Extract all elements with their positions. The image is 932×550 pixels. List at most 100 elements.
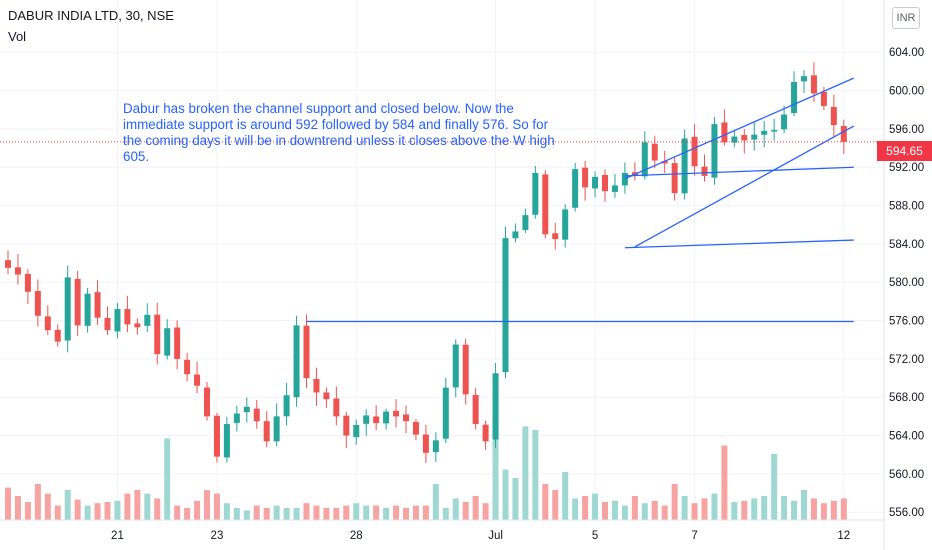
volume-bar	[721, 445, 728, 520]
volume-bar	[611, 500, 618, 520]
candle-body	[114, 309, 121, 332]
candle-body	[502, 238, 509, 373]
candle-body	[303, 325, 310, 379]
y-tick-label: 604.00	[889, 47, 924, 59]
y-tick-label: 596.00	[889, 124, 924, 136]
volume-bar	[94, 503, 101, 520]
candle-body	[761, 130, 768, 135]
volume-bar	[373, 505, 380, 520]
trendline-support-584	[624, 239, 854, 249]
candle-body	[482, 424, 489, 442]
candle-body	[273, 416, 280, 442]
volume-bar	[333, 508, 340, 520]
candle-body	[462, 344, 469, 395]
volume-bar	[293, 508, 300, 520]
y-tick-label: 592.00	[889, 162, 924, 174]
candle-body	[333, 398, 340, 417]
volume-bar	[243, 510, 250, 520]
y-tick-label: 568.00	[889, 392, 924, 404]
volume-bar	[273, 505, 280, 520]
volume-bar	[741, 500, 748, 520]
candle-body	[562, 209, 569, 240]
y-tick-label: 584.00	[889, 239, 924, 251]
candle-body	[24, 273, 31, 292]
candle-body	[641, 142, 648, 177]
candle-body	[293, 325, 300, 398]
candle-body	[74, 278, 81, 326]
volume-bar	[283, 508, 290, 520]
volume-bar	[820, 503, 827, 520]
volume-bar	[840, 498, 847, 520]
volume-bar	[641, 503, 648, 520]
candle-body	[104, 317, 111, 331]
candle-body	[253, 408, 260, 422]
candle-body	[492, 373, 499, 440]
candle-body	[164, 328, 171, 356]
candle-body	[14, 267, 21, 275]
volume-bar	[213, 493, 220, 520]
volume-bar	[422, 505, 429, 520]
volume-bar	[253, 505, 260, 520]
symbol-title[interactable]: DABUR INDIA LTD, 30, NSE	[8, 8, 174, 23]
volume-bar	[522, 426, 529, 520]
candle-body	[383, 411, 390, 424]
candle-body	[781, 114, 788, 130]
candle-body	[124, 309, 131, 325]
candle-body	[621, 172, 628, 186]
volume-bar	[512, 478, 519, 520]
chart-annotation-text[interactable]: Dabur has broken the channel support and…	[123, 101, 555, 164]
candle-body	[64, 277, 71, 341]
candle-body	[393, 410, 400, 417]
candle-body	[174, 327, 181, 359]
candle-body	[134, 323, 141, 328]
volume-bar	[144, 493, 151, 520]
volume-indicator-label[interactable]: Vol	[8, 29, 27, 44]
y-tick-label: 576.00	[889, 316, 924, 328]
candle-body	[442, 387, 449, 439]
y-tick-label: 588.00	[889, 201, 924, 213]
x-tick-label: 28	[350, 530, 363, 542]
volume-bar	[343, 505, 350, 520]
candle-body	[184, 359, 191, 375]
price-axis[interactable]: 604.00 600.00 596.00 592.00 588.00 584.00 580.…	[889, 47, 924, 519]
volume-bar	[552, 490, 559, 520]
volume-bar	[223, 503, 230, 520]
volume-bar	[44, 493, 51, 520]
candle-body	[602, 175, 608, 192]
grid-lines	[0, 0, 884, 520]
candle-body	[363, 415, 370, 424]
volume-bar	[383, 508, 390, 520]
candle-body	[154, 314, 161, 355]
volume-bar	[482, 503, 489, 520]
volume-bar	[631, 496, 638, 520]
candle-body	[243, 406, 250, 413]
time-axis[interactable]: 21 23 28 Jul 5 7 12	[111, 530, 850, 542]
candle-body	[194, 374, 201, 386]
x-tick-label: Jul	[488, 530, 503, 542]
candle-body	[691, 136, 698, 167]
volume-bar	[791, 500, 798, 520]
candle-body	[542, 174, 549, 235]
currency-badge[interactable]: INR	[892, 7, 920, 29]
candle-body	[830, 106, 837, 126]
candle-body	[661, 161, 668, 164]
candle-body	[771, 129, 778, 132]
candle-body	[552, 233, 559, 240]
volume-bar	[472, 496, 479, 520]
candle-body	[144, 314, 151, 326]
volume-bar	[432, 484, 439, 520]
candle-body	[223, 424, 230, 458]
y-tick-label: 560.00	[889, 469, 924, 481]
volume-bar	[363, 505, 370, 520]
volume-bar	[104, 502, 111, 520]
x-tick-label: 5	[592, 530, 598, 542]
volume-bar	[24, 502, 31, 520]
candle-body	[582, 167, 589, 188]
candle-body	[432, 440, 439, 453]
candle-body	[701, 166, 708, 176]
candle-body	[532, 172, 539, 215]
volume-bar	[810, 498, 817, 520]
volume-bar	[621, 505, 628, 520]
volume-bar	[124, 493, 131, 520]
